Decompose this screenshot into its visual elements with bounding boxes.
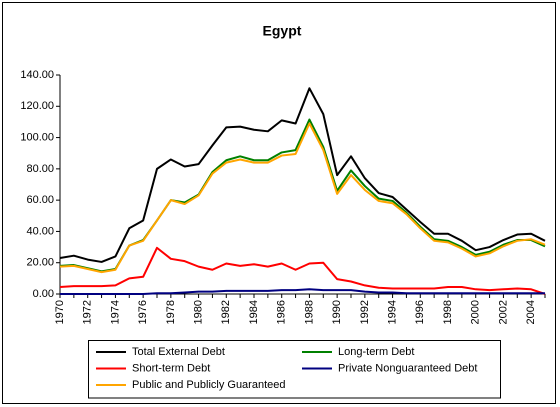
x-tick-label: 1974 (109, 300, 121, 324)
y-tick-label: 100.00 (20, 131, 54, 143)
series-line (59, 246, 546, 295)
x-tick-label: 2002 (497, 300, 509, 324)
chart-border (2, 2, 556, 404)
series-line (59, 87, 546, 263)
x-tick-label: 1972 (82, 300, 94, 324)
legend-label: Long-term Debt (338, 346, 414, 358)
x-tick-label: 1984 (248, 300, 260, 324)
x-tick-label: 1970 (54, 300, 66, 324)
legend-label: Short-term Debt (132, 362, 210, 374)
x-tick-label: 1976 (137, 300, 149, 324)
y-tick-label: 20.00 (26, 257, 54, 269)
y-tick-label: 80.00 (26, 163, 54, 175)
chart-title: Egypt (263, 23, 302, 39)
x-tick-label: 2004 (525, 300, 537, 324)
y-tick-label: 120.00 (20, 100, 54, 112)
x-tick-label: 1994 (386, 300, 398, 324)
y-tick-label: 140.00 (20, 69, 54, 81)
x-tick-label: 1982 (220, 300, 232, 324)
x-tick-label: 2000 (470, 300, 482, 324)
y-tick-label: 60.00 (26, 194, 54, 206)
y-tick-label: 0.00 (33, 288, 54, 300)
legend-label: Public and Publicly Guaranteed (132, 379, 285, 391)
x-tick-label: 1986 (276, 300, 288, 324)
legend-label: Total External Debt (132, 346, 225, 358)
x-tick-label: 1996 (414, 300, 426, 324)
series-line (59, 122, 546, 274)
series-line (60, 288, 545, 295)
x-tick-label: 1978 (165, 300, 177, 324)
x-tick-label: 1988 (303, 300, 315, 324)
legend-box (88, 340, 501, 399)
x-tick-label: 1992 (359, 300, 371, 324)
y-tick-label: 40.00 (26, 225, 54, 237)
legend-label: Private Nonguaranteed Debt (338, 362, 477, 374)
x-tick-label: 1998 (442, 300, 454, 324)
x-tick-label: 1980 (192, 300, 204, 324)
x-tick-label: 1990 (331, 300, 343, 324)
